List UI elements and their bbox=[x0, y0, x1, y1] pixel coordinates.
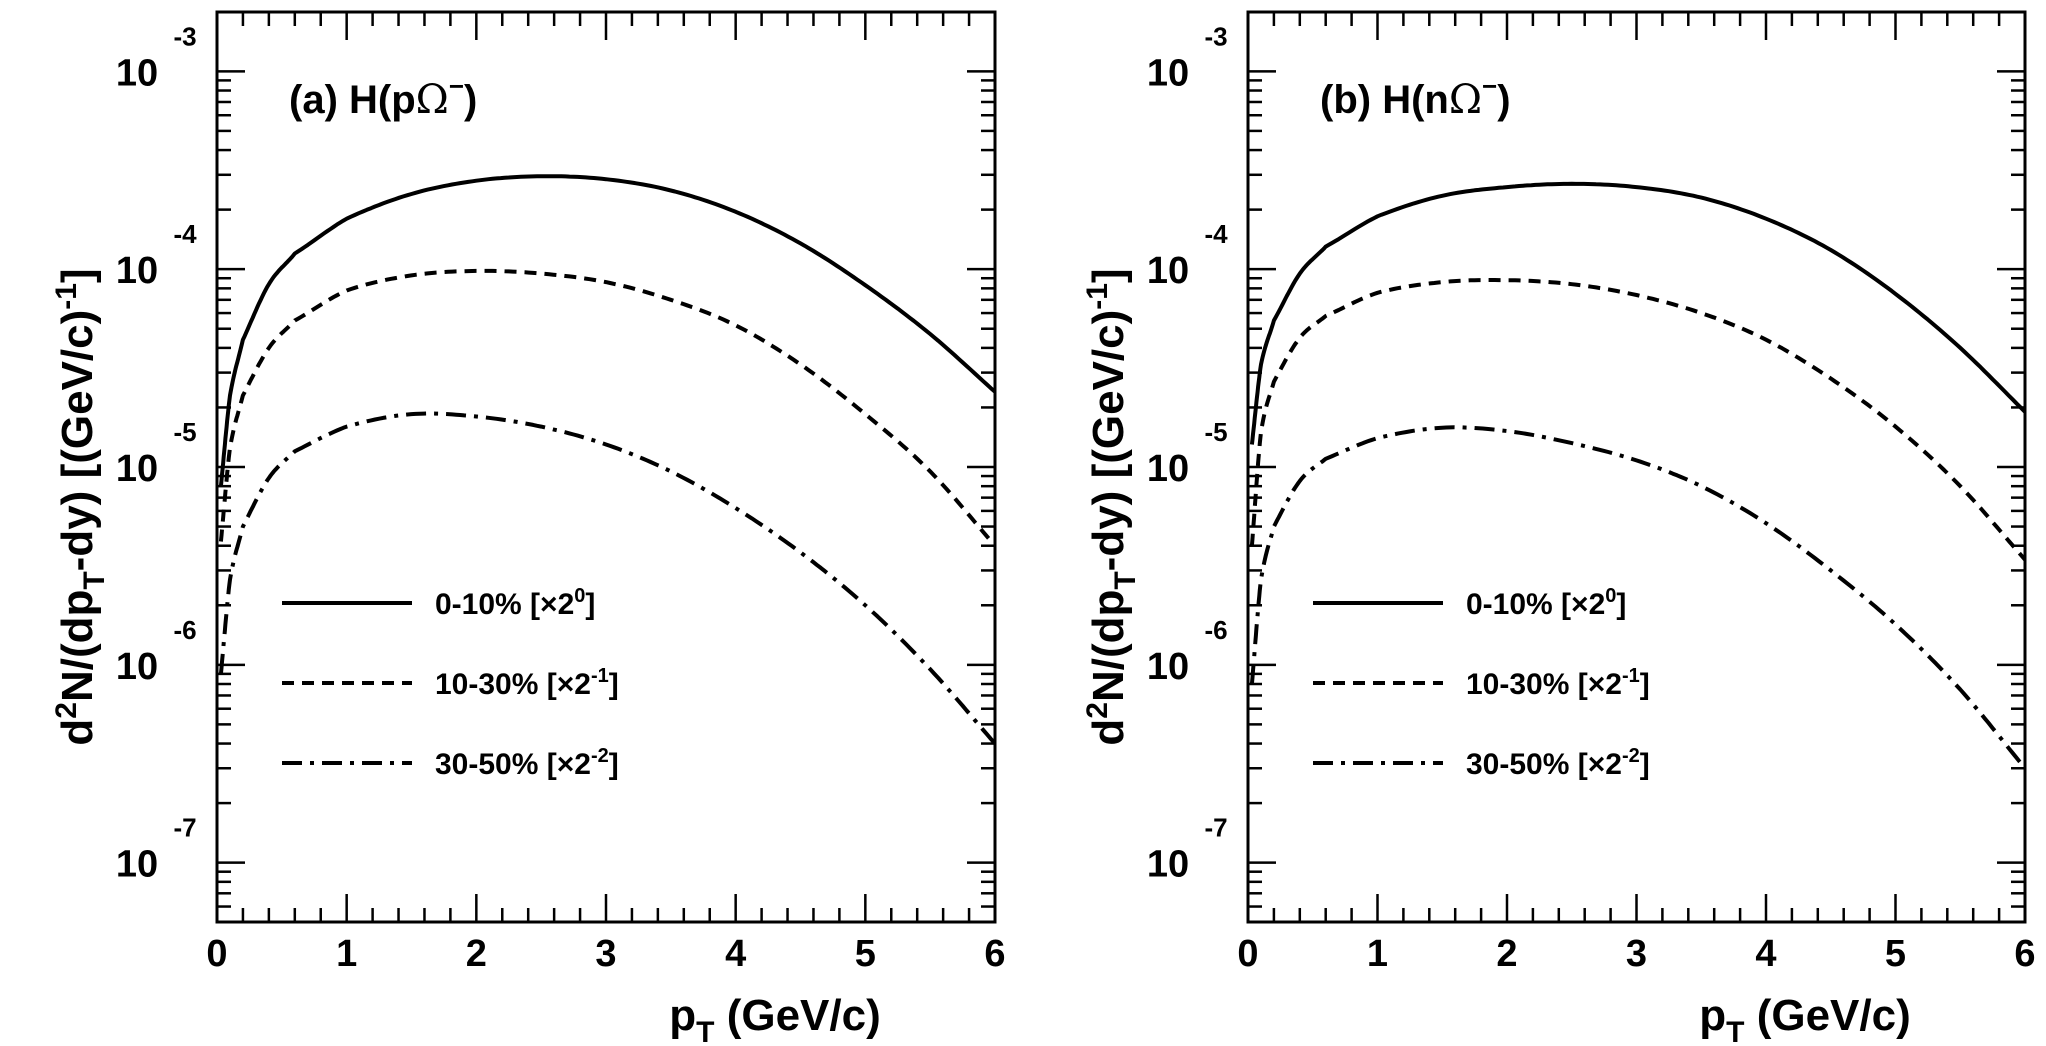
x-tick-label: 1 bbox=[1367, 933, 1388, 975]
panel-title: (a) H(pΩ−) bbox=[289, 71, 477, 123]
y-tick-label: 10 -3 bbox=[1147, 21, 1228, 94]
series-line-solid bbox=[1249, 181, 2027, 445]
x-tick-label: 2 bbox=[466, 933, 487, 975]
x-tick-label: 5 bbox=[855, 933, 876, 975]
panel-a: 0 1 2 3 4 5 6 10 -3 10 -4 10 -5 10 -6 10 -7 pT (GeV/c) d2N… bbox=[50, 10, 1006, 1046]
x-axis-label: pT (GeV/c) bbox=[1699, 991, 1911, 1046]
x-tick-label: 6 bbox=[984, 933, 1005, 975]
series-line-solid bbox=[218, 174, 997, 487]
y-tick-label: 10 -6 bbox=[116, 615, 197, 688]
y-tick-base: 10 bbox=[116, 52, 158, 94]
x-tick-label: 3 bbox=[595, 933, 616, 975]
y-tick-exponent: -3 bbox=[1204, 21, 1227, 51]
y-axis-label: d2N/(dpT-dy) [(GeV/c)-1] bbox=[1081, 268, 1142, 745]
legend-label: 0-10% [×20] bbox=[1466, 585, 1626, 621]
x-tick-label: 4 bbox=[725, 933, 746, 975]
series-line-dashdot bbox=[1249, 425, 2027, 770]
y-tick-exponent: -4 bbox=[173, 219, 197, 249]
y-tick-base: 10 bbox=[116, 250, 158, 292]
y-tick-exponent: -4 bbox=[1204, 219, 1228, 249]
x-tick-label: 6 bbox=[2014, 933, 2035, 975]
x-axis-label: pT (GeV/c) bbox=[669, 991, 881, 1046]
x-tick-label: 0 bbox=[1237, 933, 1258, 975]
y-tick-label: 10 -7 bbox=[1147, 813, 1228, 886]
y-tick-label: 10 -4 bbox=[1147, 219, 1228, 292]
legend-entry: 30-50% [×2-2] bbox=[1313, 745, 1650, 781]
legend-label: 10-30% [×2-1] bbox=[1466, 665, 1650, 701]
legend-label: 30-50% [×2-2] bbox=[1466, 745, 1650, 781]
y-tick-base: 10 bbox=[116, 844, 158, 886]
y-tick-base: 10 bbox=[1147, 844, 1189, 886]
y-tick-base: 10 bbox=[116, 448, 158, 490]
legend-entry: 0-10% [×20] bbox=[282, 585, 595, 621]
legend-label: 10-30% [×2-1] bbox=[435, 665, 619, 701]
panel-b: 0 1 2 3 4 5 6 10 -3 10 -4 10 -5 10 -6 10 -7 pT (GeV/c) d2N… bbox=[1081, 10, 2036, 1046]
y-tick-exponent: -3 bbox=[173, 21, 196, 51]
series-line-dashed bbox=[1249, 278, 2027, 562]
y-tick-label: 10 -7 bbox=[116, 813, 197, 886]
y-tick-label: 10 -6 bbox=[1147, 615, 1228, 688]
y-tick-exponent: -7 bbox=[173, 813, 196, 843]
legend-entry: 0-10% [×20] bbox=[1313, 585, 1626, 621]
y-tick-exponent: -6 bbox=[1204, 615, 1227, 645]
y-tick-exponent: -5 bbox=[1204, 417, 1227, 447]
y-tick-exponent: -6 bbox=[173, 615, 196, 645]
y-tick-exponent: -5 bbox=[173, 417, 196, 447]
y-tick-exponent: -7 bbox=[1204, 813, 1227, 843]
y-tick-base: 10 bbox=[116, 646, 158, 688]
y-axis-label: d2N/(dpT-dy) [(GeV/c)-1] bbox=[50, 268, 111, 745]
y-tick-base: 10 bbox=[1147, 646, 1189, 688]
legend-label: 0-10% [×20] bbox=[435, 585, 595, 621]
legend-entry: 30-50% [×2-2] bbox=[282, 745, 619, 781]
x-tick-label: 3 bbox=[1626, 933, 1647, 975]
x-tick-label: 2 bbox=[1496, 933, 1517, 975]
x-tick-label: 4 bbox=[1755, 933, 1776, 975]
y-tick-label: 10 -3 bbox=[116, 21, 197, 94]
x-tick-label: 5 bbox=[1885, 933, 1906, 975]
series-line-dashed bbox=[218, 268, 997, 548]
panel-title: (b) H(nΩ−) bbox=[1320, 71, 1511, 123]
legend-entry: 10-30% [×2-1] bbox=[282, 665, 619, 701]
y-tick-base: 10 bbox=[1147, 250, 1189, 292]
y-tick-label: 10 -5 bbox=[1147, 417, 1228, 490]
x-tick-label: 1 bbox=[336, 933, 357, 975]
y-tick-label: 10 -5 bbox=[116, 417, 197, 490]
y-tick-label: 10 -4 bbox=[116, 219, 197, 292]
plot-frame bbox=[215, 10, 997, 924]
x-tick-label: 0 bbox=[206, 933, 227, 975]
series-line-dashdot bbox=[218, 411, 997, 745]
y-tick-base: 10 bbox=[1147, 52, 1189, 94]
legend-entry: 10-30% [×2-1] bbox=[1313, 665, 1650, 701]
plot-frame bbox=[1246, 10, 2027, 924]
y-tick-base: 10 bbox=[1147, 448, 1189, 490]
legend-label: 30-50% [×2-2] bbox=[435, 745, 619, 781]
